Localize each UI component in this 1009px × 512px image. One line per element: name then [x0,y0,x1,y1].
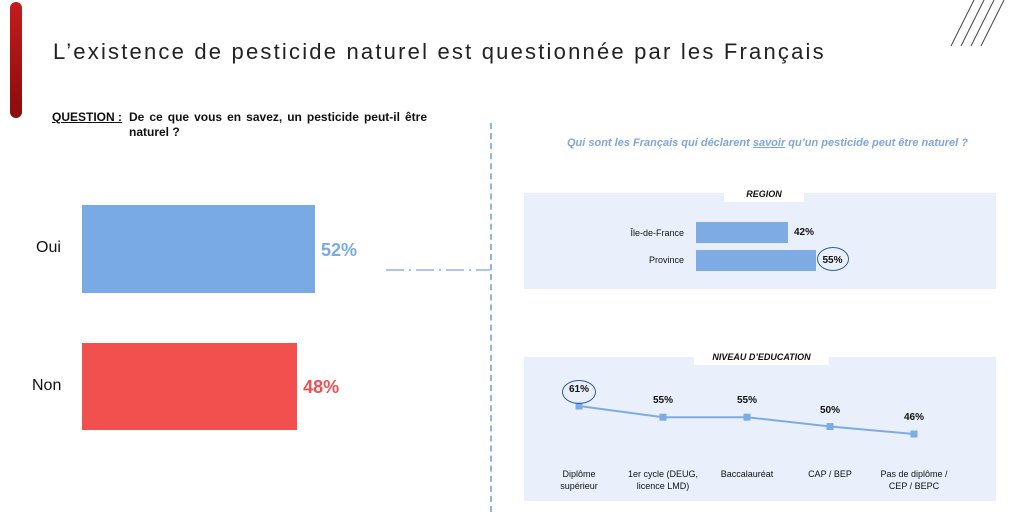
education-category-label: Baccalauréat [720,469,774,479]
education-panel-title: NIVEAU D’EDUCATION [694,349,829,365]
bar-label-oui: Oui [36,239,61,256]
region-bar-province [696,250,817,271]
region-value-idf: 42% [794,227,815,238]
accent-bar [10,2,22,118]
bar-value-non: 48% [303,377,340,397]
bar-value-oui: 52% [321,240,358,260]
right-section-title: Qui sont les Français qui déclarent savo… [566,137,968,149]
decorative-hatch [950,0,1005,47]
education-point [743,413,751,421]
vertical-divider [490,123,492,512]
region-panel-title: REGION [724,186,804,202]
education-value-label: 46% [903,412,924,423]
bar-oui [82,205,315,293]
highlight-circle-province [817,247,850,271]
bar-non [82,343,298,430]
region-panel: REGION Île-de-France 42% Province 55% [524,186,996,289]
question-label: QUESTION : [52,110,123,124]
page-title: L’existence de pesticide naturel est que… [53,39,826,64]
region-bar-idf [696,222,788,243]
education-point [826,423,834,431]
education-category-label: CAP / BEP [808,469,852,479]
education-point [659,413,667,421]
education-category-label: 1er cycle (DEUG, licence LMD) [627,469,698,491]
education-point [910,430,918,438]
education-category-label: Pas de diplôme / CEP / BEPC [880,469,948,491]
region-label-idf: Île-de-France [630,228,684,238]
education-value-label: 55% [652,395,673,407]
education-category-label: Diplôme supérieur [560,469,598,491]
highlight-circle-diplome-superieur [562,380,596,404]
education-value-label: 55% [736,395,757,407]
bar-label-non: Non [32,377,62,394]
education-point [575,402,583,410]
education-value-label: 50% [819,404,840,416]
horizontal-connector [386,269,490,271]
education-line-chart [575,402,918,438]
question-text: De ce que vous en savez, un pesticide pe… [129,110,427,139]
education-panel: NIVEAU D’EDUCATION 61% Diplôme supérieur 55… [524,349,996,501]
region-label-province: Province [648,255,684,265]
